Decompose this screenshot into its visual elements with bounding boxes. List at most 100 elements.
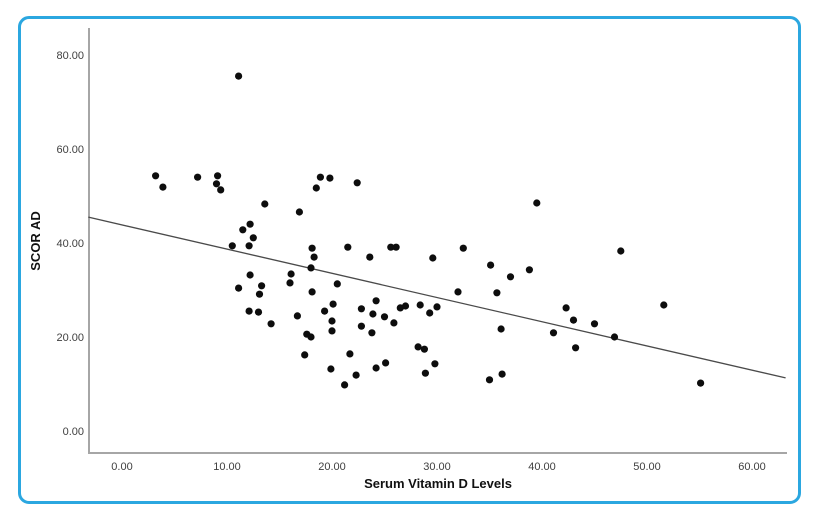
data-point — [572, 344, 580, 352]
data-point — [212, 180, 221, 188]
data-point — [485, 376, 494, 384]
data-point — [401, 302, 410, 310]
data-point — [245, 307, 253, 315]
data-point — [295, 208, 303, 216]
x-axis-tick-labels: 0.00 10.00 20.00 30.00 40.00 50.00 60.00 — [111, 461, 765, 473]
data-point — [454, 288, 462, 296]
data-point — [569, 316, 578, 324]
data-point — [246, 220, 254, 228]
data-point — [369, 310, 377, 318]
y-tick-label: 0.00 — [63, 426, 84, 438]
data-point — [194, 173, 202, 181]
data-point — [590, 320, 599, 328]
data-point — [617, 247, 625, 255]
data-point — [421, 369, 429, 377]
data-point — [312, 184, 320, 192]
data-point — [235, 284, 243, 292]
data-point — [308, 288, 316, 296]
data-point — [357, 322, 365, 330]
data-point — [387, 243, 395, 251]
data-point — [382, 359, 390, 367]
data-point — [487, 261, 495, 269]
data-point — [316, 173, 324, 181]
data-point — [493, 289, 501, 297]
x-tick-label: 40.00 — [528, 461, 556, 473]
data-point — [329, 300, 337, 308]
data-point — [286, 279, 294, 287]
data-point — [293, 312, 301, 320]
data-point — [372, 364, 380, 372]
data-point — [392, 243, 400, 251]
figure-border — [18, 16, 801, 504]
data-point — [246, 271, 254, 279]
data-point — [549, 329, 558, 337]
data-point — [308, 244, 316, 252]
data-point — [328, 327, 336, 335]
x-tick-label: 10.00 — [213, 461, 241, 473]
y-tick-label: 80.00 — [56, 50, 84, 62]
data-point — [255, 290, 264, 298]
data-point — [301, 351, 309, 359]
data-point — [239, 226, 247, 234]
data-point — [327, 365, 335, 373]
data-point — [562, 304, 570, 312]
y-tick-label: 20.00 — [56, 332, 84, 344]
data-point — [235, 72, 243, 80]
data-point — [533, 199, 541, 207]
data-point — [254, 308, 263, 316]
data-point — [152, 172, 160, 180]
data-point — [307, 264, 315, 272]
y-axis-tick-labels: 0.00 20.00 40.00 60.00 80.00 — [56, 50, 84, 438]
data-point — [697, 379, 705, 387]
data-point — [366, 253, 374, 261]
data-point — [333, 280, 341, 288]
data-point — [159, 183, 167, 191]
x-axis-title: Serum Vitamin D Levels — [364, 476, 512, 491]
data-points — [152, 72, 705, 389]
data-point — [660, 301, 668, 309]
y-tick-label: 40.00 — [56, 238, 84, 250]
data-point — [249, 234, 257, 242]
data-point — [245, 242, 253, 250]
data-point — [390, 319, 398, 327]
data-point — [357, 305, 365, 313]
data-point — [506, 273, 515, 281]
data-point — [287, 270, 295, 278]
data-point — [380, 313, 389, 321]
data-point — [426, 309, 434, 317]
data-point — [310, 253, 318, 261]
x-tick-label: 0.00 — [111, 461, 132, 473]
data-point — [414, 343, 422, 351]
x-tick-label: 20.00 — [318, 461, 346, 473]
data-point — [353, 179, 361, 187]
data-point — [344, 243, 352, 251]
x-tick-label: 30.00 — [423, 461, 451, 473]
data-point — [328, 317, 336, 325]
data-point — [267, 320, 275, 328]
data-point — [431, 360, 439, 368]
data-point — [368, 329, 376, 337]
data-point — [372, 297, 380, 305]
trend-line — [88, 216, 786, 379]
data-point — [258, 282, 266, 290]
data-point — [326, 174, 334, 182]
data-point — [341, 381, 349, 389]
data-point — [228, 242, 236, 250]
data-point — [498, 370, 506, 378]
x-tick-label: 50.00 — [633, 461, 661, 473]
data-point — [346, 350, 354, 358]
data-point — [459, 244, 467, 252]
data-point — [217, 186, 225, 194]
data-point — [321, 307, 329, 315]
data-point — [525, 266, 534, 274]
data-point — [416, 301, 424, 309]
y-axis-title: SCOR AD — [28, 211, 43, 270]
data-point — [352, 371, 360, 379]
data-point — [497, 325, 505, 333]
data-point — [261, 200, 269, 208]
data-point — [433, 303, 441, 311]
y-tick-label: 60.00 — [56, 144, 84, 156]
data-point — [420, 345, 428, 353]
